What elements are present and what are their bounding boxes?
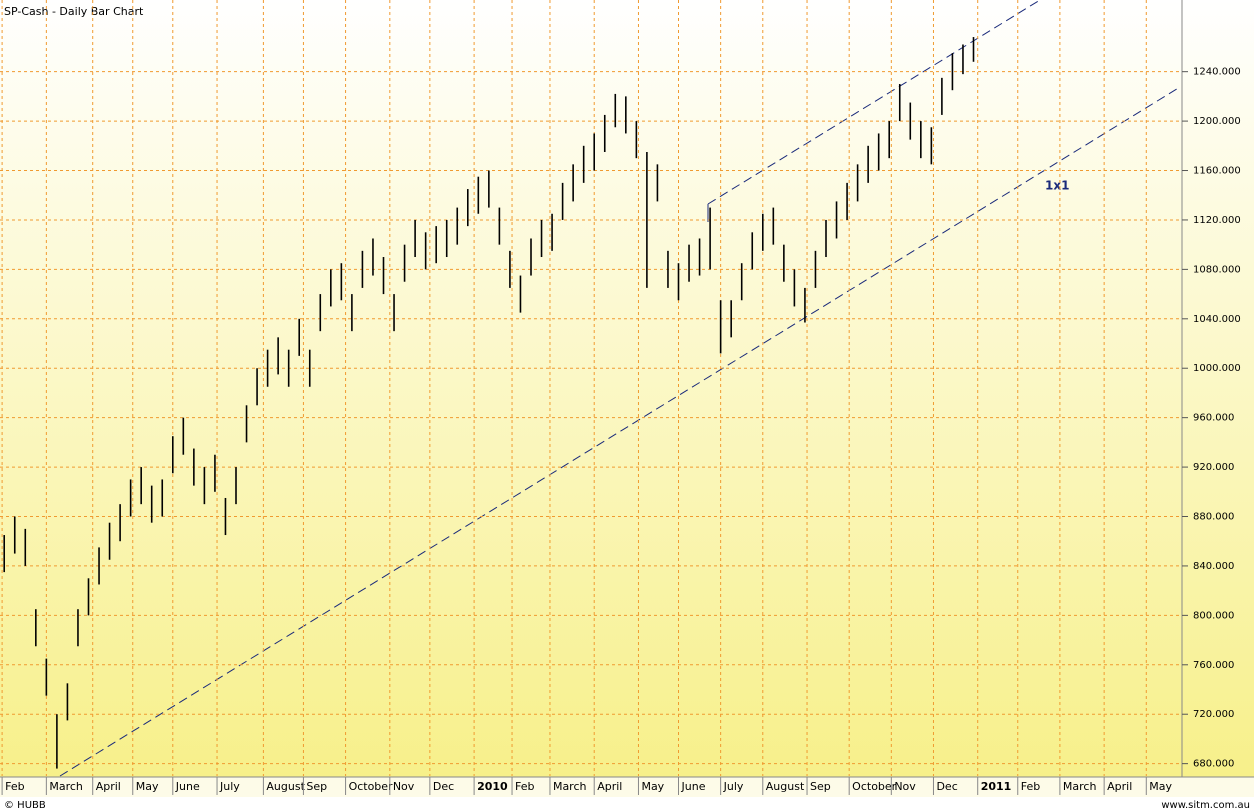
x-tick-label: July bbox=[219, 780, 240, 793]
y-tick-label: 1120.000 bbox=[1193, 215, 1241, 226]
x-axis-strip bbox=[0, 777, 1254, 797]
y-tick-label: 680.000 bbox=[1193, 759, 1234, 770]
x-tick-label: Dec bbox=[433, 780, 454, 793]
x-tick-label: Sep bbox=[306, 780, 327, 793]
x-tick-label: March bbox=[49, 780, 83, 793]
x-tick-label: Nov bbox=[894, 780, 916, 793]
x-tick-label: June bbox=[175, 780, 200, 793]
x-tick-label: April bbox=[96, 780, 121, 793]
chart-title: SP-Cash - Daily Bar Chart bbox=[4, 5, 144, 18]
y-tick-label: 800.000 bbox=[1193, 610, 1234, 621]
y-tick-label: 920.000 bbox=[1193, 462, 1234, 473]
y-tick-label: 960.000 bbox=[1193, 413, 1234, 424]
x-tick-label: June bbox=[681, 780, 706, 793]
y-tick-label: 840.000 bbox=[1193, 561, 1234, 572]
x-tick-label: July bbox=[723, 780, 744, 793]
trend-line bbox=[59, 86, 1181, 777]
y-tick-label: 1240.000 bbox=[1193, 67, 1241, 78]
x-tick-label: Feb bbox=[5, 780, 24, 793]
x-tick-label: April bbox=[1107, 780, 1132, 793]
footer-strip bbox=[0, 797, 1254, 812]
x-tick-label: May bbox=[1149, 780, 1172, 793]
x-tick-label: October bbox=[349, 780, 393, 793]
y-tick-label: 1000.000 bbox=[1193, 363, 1241, 374]
y-tick-label: 880.000 bbox=[1193, 512, 1234, 523]
y-tick-label: 760.000 bbox=[1193, 660, 1234, 671]
x-tick-label: October bbox=[852, 780, 896, 793]
x-tick-label: August bbox=[266, 780, 305, 793]
x-tick-label: Feb bbox=[1021, 780, 1040, 793]
x-tick-label: Nov bbox=[393, 780, 415, 793]
y-tick-label: 1040.000 bbox=[1193, 314, 1241, 325]
x-tick-label: May bbox=[136, 780, 159, 793]
x-tick-label: March bbox=[553, 780, 587, 793]
x-tick-label: 2010 bbox=[477, 780, 508, 793]
x-tick-label: Sep bbox=[810, 780, 831, 793]
x-tick-label: Feb bbox=[515, 780, 534, 793]
x-tick-label: March bbox=[1063, 780, 1097, 793]
x-tick-label: May bbox=[641, 780, 664, 793]
y-tick-label: 720.000 bbox=[1193, 709, 1234, 720]
x-tick-label: Dec bbox=[936, 780, 957, 793]
footer-right: www.sitm.com.au bbox=[1161, 800, 1250, 811]
plot-background bbox=[0, 0, 1254, 777]
footer-left: © HUBB bbox=[4, 800, 46, 811]
y-tick-label: 1160.000 bbox=[1193, 166, 1241, 177]
x-tick-label: August bbox=[766, 780, 805, 793]
x-tick-label: 2011 bbox=[981, 780, 1012, 793]
y-tick-label: 1200.000 bbox=[1193, 116, 1241, 127]
x-tick-label: April bbox=[597, 780, 622, 793]
annotation: 1x1 bbox=[1045, 179, 1069, 193]
trend-line bbox=[707, 0, 1041, 205]
y-tick-label: 1080.000 bbox=[1193, 264, 1241, 275]
